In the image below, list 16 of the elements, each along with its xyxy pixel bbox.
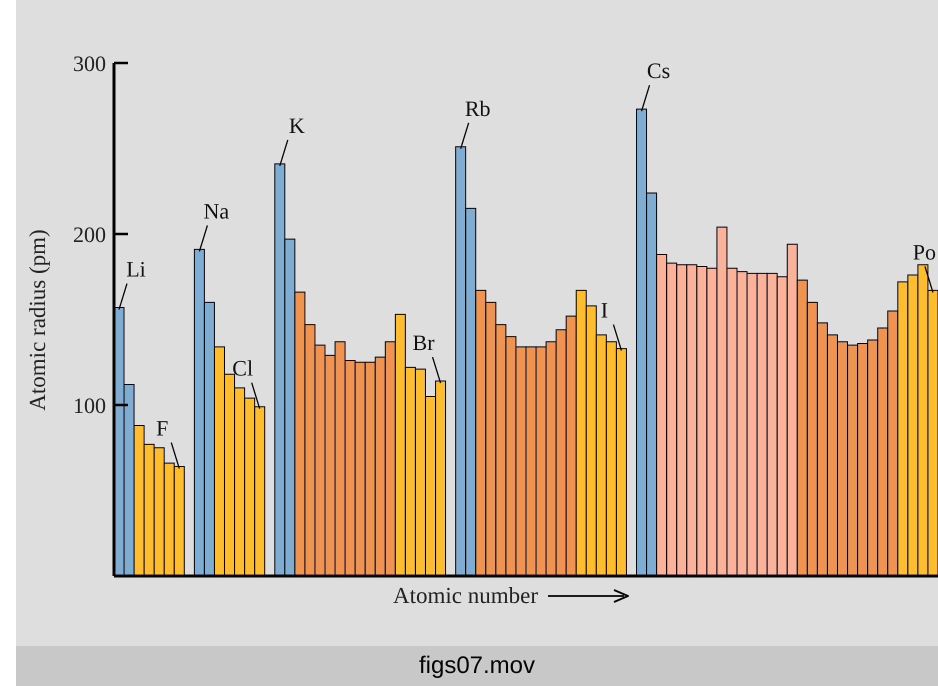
- data-label: Cs: [646, 58, 670, 84]
- data-label: Cl: [232, 356, 254, 381]
- data-label: Rb: [464, 96, 490, 121]
- data-label: Na: [204, 198, 230, 224]
- data-label: Br: [412, 330, 436, 356]
- data-label: K: [288, 112, 305, 138]
- data-label: Li: [126, 256, 146, 282]
- y-tick-label: 100: [73, 393, 106, 418]
- x-axis-title: Atomic number: [393, 583, 538, 609]
- data-label: Po: [912, 239, 936, 264]
- caption: figs07.mov: [16, 646, 938, 686]
- y-axis-title: Atomic radius (pm): [25, 229, 51, 411]
- data-label: I: [600, 298, 608, 323]
- data-label: F: [156, 416, 168, 441]
- y-tick-label: 300: [73, 51, 106, 76]
- y-tick-label: 200: [73, 222, 106, 247]
